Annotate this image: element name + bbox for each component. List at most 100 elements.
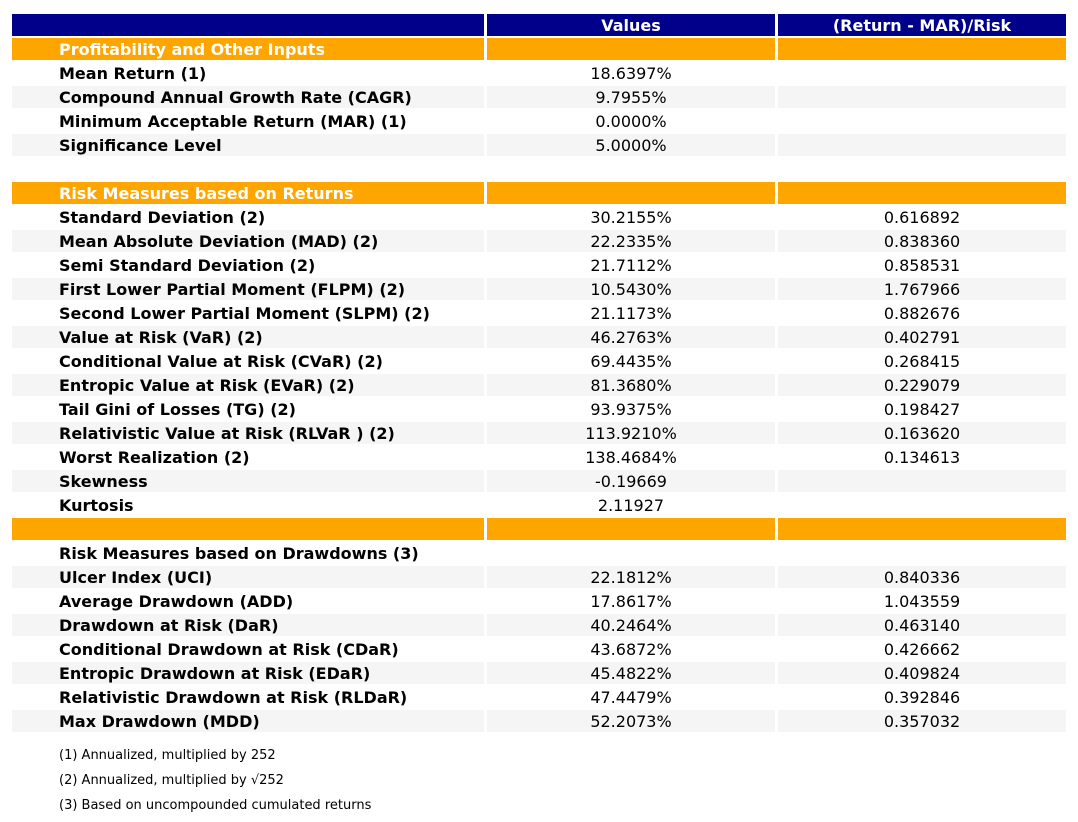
ratio-cell: 0.268415 xyxy=(778,350,1066,374)
risk-report: Values (Return - MAR)/Risk Profitability… xyxy=(12,14,1066,818)
footnotes: (1) Annualized, multiplied by 252 (2) An… xyxy=(59,743,1066,818)
ratio-cell: 0.882676 xyxy=(778,302,1066,326)
row-label: Significance Level xyxy=(12,134,487,158)
value-cell: 43.6872% xyxy=(487,638,778,662)
ratio-cell xyxy=(778,38,1066,62)
section-label: Risk Measures based on Returns xyxy=(12,182,487,206)
table-row: Semi Standard Deviation (2) 21.7112% 0.858… xyxy=(12,254,1066,278)
column-header-values: Values xyxy=(487,14,778,38)
value-cell xyxy=(487,518,778,542)
footnote-2: (2) Annualized, multiplied by √252 xyxy=(59,773,284,788)
row-label: Conditional Drawdown at Risk (CDaR) xyxy=(12,638,487,662)
ratio-cell: 0.409824 xyxy=(778,662,1066,686)
table-row: Skewness -0.19669 xyxy=(12,470,1066,494)
value-cell: 52.2073% xyxy=(487,710,778,734)
ratio-cell xyxy=(778,494,1066,518)
table-row: Conditional Drawdown at Risk (CDaR) 43.68… xyxy=(12,638,1066,662)
value-cell: 9.7955% xyxy=(487,86,778,110)
row-label: Value at Risk (VaR) (2) xyxy=(12,326,487,350)
table-row xyxy=(12,158,1066,182)
ratio-cell xyxy=(778,134,1066,158)
table-row: Risk Measures based on Drawdowns (3) xyxy=(12,542,1066,566)
value-cell: -0.19669 xyxy=(487,470,778,494)
value-cell: 138.4684% xyxy=(487,446,778,470)
row-label: Drawdown at Risk (DaR) xyxy=(12,614,487,638)
table-row: Profitability and Other Inputs xyxy=(12,38,1066,62)
table-row: Relativistic Value at Risk (RLVaR ) (2) 1… xyxy=(12,422,1066,446)
value-cell: 46.2763% xyxy=(487,326,778,350)
value-cell: 21.1173% xyxy=(487,302,778,326)
value-cell xyxy=(487,38,778,62)
row-label: Conditional Value at Risk (CVaR) (2) xyxy=(12,350,487,374)
ratio-cell xyxy=(778,158,1066,182)
ratio-cell: 1.767966 xyxy=(778,278,1066,302)
ratio-cell xyxy=(778,62,1066,86)
ratio-cell xyxy=(778,518,1066,542)
row-label: First Lower Partial Moment (FLPM) (2) xyxy=(12,278,487,302)
value-cell: 45.4822% xyxy=(487,662,778,686)
table-row: Entropic Drawdown at Risk (EDaR) 45.4822%… xyxy=(12,662,1066,686)
ratio-cell: 0.858531 xyxy=(778,254,1066,278)
value-cell: 22.1812% xyxy=(487,566,778,590)
section-label: Profitability and Other Inputs xyxy=(12,38,487,62)
value-cell: 40.2464% xyxy=(487,614,778,638)
row-label: Ulcer Index (UCI) xyxy=(12,566,487,590)
table-row: Mean Return (1) 18.6397% xyxy=(12,62,1066,86)
table-row: Conditional Value at Risk (CVaR) (2) 69.4… xyxy=(12,350,1066,374)
value-cell: 69.4435% xyxy=(487,350,778,374)
table-row: Standard Deviation (2) 30.2155% 0.616892 xyxy=(12,206,1066,230)
table-row: Ulcer Index (UCI) 22.1812% 0.840336 xyxy=(12,566,1066,590)
table-row: Average Drawdown (ADD) 17.8617% 1.043559 xyxy=(12,590,1066,614)
row-label: Kurtosis xyxy=(12,494,487,518)
row-label: Compound Annual Growth Rate (CAGR) xyxy=(12,86,487,110)
ratio-cell: 0.229079 xyxy=(778,374,1066,398)
value-cell xyxy=(487,182,778,206)
table-body: Profitability and Other Inputs Mean Retur… xyxy=(12,38,1066,734)
ratio-cell xyxy=(778,110,1066,134)
value-cell: 22.2335% xyxy=(487,230,778,254)
ratio-cell: 0.402791 xyxy=(778,326,1066,350)
table-row: Significance Level 5.0000% xyxy=(12,134,1066,158)
row-label xyxy=(12,158,487,182)
value-cell: 93.9375% xyxy=(487,398,778,422)
row-label: Mean Absolute Deviation (MAD) (2) xyxy=(12,230,487,254)
ratio-cell xyxy=(778,470,1066,494)
table-row xyxy=(12,518,1066,542)
table-row: Relativistic Drawdown at Risk (RLDaR) 47.… xyxy=(12,686,1066,710)
ratio-cell: 0.463140 xyxy=(778,614,1066,638)
ratio-cell xyxy=(778,542,1066,566)
ratio-cell: 0.840336 xyxy=(778,566,1066,590)
row-label: Mean Return (1) xyxy=(12,62,487,86)
table-row: Minimum Acceptable Return (MAR) (1) 0.000… xyxy=(12,110,1066,134)
table-row: Value at Risk (VaR) (2) 46.2763% 0.402791 xyxy=(12,326,1066,350)
row-label: Worst Realization (2) xyxy=(12,446,487,470)
table-row: Tail Gini of Losses (TG) (2) 93.9375% 0.19… xyxy=(12,398,1066,422)
column-header-blank xyxy=(12,14,487,38)
value-cell xyxy=(487,542,778,566)
value-cell: 10.5430% xyxy=(487,278,778,302)
risk-report-table: Values (Return - MAR)/Risk Profitability… xyxy=(12,14,1066,734)
row-label xyxy=(12,518,487,542)
table-row: Kurtosis 2.11927 xyxy=(12,494,1066,518)
ratio-cell: 0.357032 xyxy=(778,710,1066,734)
row-label: Minimum Acceptable Return (MAR) (1) xyxy=(12,110,487,134)
row-label: Entropic Value at Risk (EVaR) (2) xyxy=(12,374,487,398)
table-row: Mean Absolute Deviation (MAD) (2) 22.2335… xyxy=(12,230,1066,254)
table-row: Risk Measures based on Returns xyxy=(12,182,1066,206)
ratio-cell: 0.198427 xyxy=(778,398,1066,422)
ratio-cell: 0.426662 xyxy=(778,638,1066,662)
ratio-cell: 0.163620 xyxy=(778,422,1066,446)
value-cell: 17.8617% xyxy=(487,590,778,614)
table-row: Max Drawdown (MDD) 52.2073% 0.357032 xyxy=(12,710,1066,734)
ratio-cell: 0.838360 xyxy=(778,230,1066,254)
value-cell: 18.6397% xyxy=(487,62,778,86)
ratio-cell: 1.043559 xyxy=(778,590,1066,614)
footnote-3: (3) Based on uncompounded cumulated retu… xyxy=(59,798,372,813)
table-header-row: Values (Return - MAR)/Risk xyxy=(12,14,1066,38)
value-cell: 47.4479% xyxy=(487,686,778,710)
footnote-1: (1) Annualized, multiplied by 252 xyxy=(59,748,276,763)
section-label: Risk Measures based on Drawdowns (3) xyxy=(12,542,487,566)
value-cell: 5.0000% xyxy=(487,134,778,158)
value-cell: 113.9210% xyxy=(487,422,778,446)
table-row: Worst Realization (2) 138.4684% 0.134613 xyxy=(12,446,1066,470)
